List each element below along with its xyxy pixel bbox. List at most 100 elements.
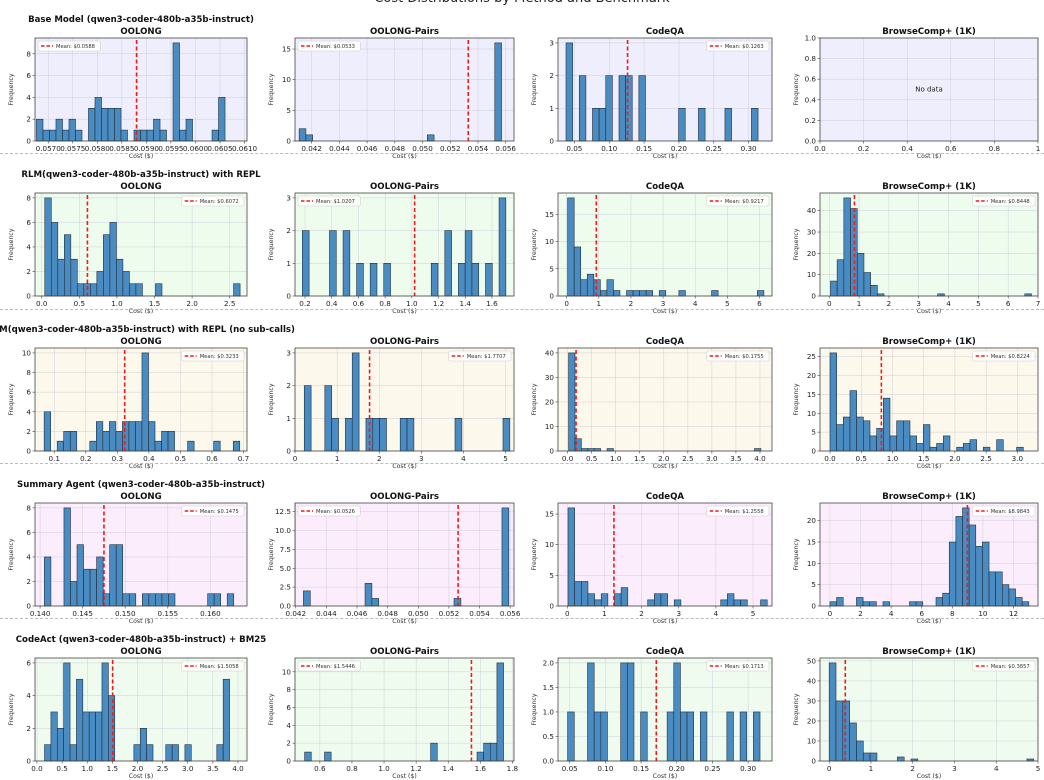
histogram-bar	[935, 597, 943, 607]
histogram-bar	[948, 541, 957, 607]
histogram-bar	[862, 752, 871, 762]
legend-label: Mean: $0.1475	[200, 509, 239, 515]
histogram-bar	[1021, 601, 1030, 607]
histogram-bar	[63, 662, 71, 762]
y-tick-label: 2	[286, 739, 291, 748]
x-tick-label: 0.0580	[85, 144, 111, 153]
plot-background	[295, 658, 514, 761]
histogram-bar	[133, 744, 141, 762]
x-tick-label: 3	[676, 609, 681, 618]
y-tick-label: 15	[807, 390, 816, 399]
legend-box	[181, 660, 245, 672]
x-tick-label: 0.4	[143, 454, 155, 463]
method-title: Base Model (qwen3-coder-480b-a35b-instru…	[28, 15, 254, 25]
legend-label: Mean: $1.5446	[316, 664, 355, 670]
histogram-bar	[915, 601, 924, 607]
histogram-bar	[567, 197, 575, 297]
y-tick-label: 5.0	[280, 564, 292, 573]
histogram-bar	[740, 599, 748, 607]
histogram-panel: 0.0 0.5 1.0 1.5 2.0 2.5 3.0 0 5 10 15 20 25 Cost ($) F…	[783, 310, 1044, 470]
histogram-bar	[969, 439, 977, 452]
y-tick-label: 20	[545, 397, 555, 406]
panel-title: BrowseComp+ (1K)	[882, 182, 976, 192]
x-tick-label: 1	[1036, 144, 1041, 153]
histogram-bar	[383, 263, 391, 297]
panel-title: OOLONG-Pairs	[370, 337, 439, 347]
x-tick-label: 8	[950, 609, 955, 618]
histogram-bar	[942, 592, 950, 607]
histogram-bar	[430, 263, 439, 297]
histogram-bar	[88, 108, 96, 142]
histogram-bar	[216, 744, 224, 762]
histogram-panel: 0.05 0.10 0.15 0.20 0.25 0.30 0.0 0.5 1.0 1.5 2.0 C…	[522, 620, 783, 780]
histogram-bar	[829, 352, 837, 452]
x-tick-label: 0.15	[633, 764, 649, 773]
histogram-bar	[856, 253, 865, 297]
histogram-bar	[399, 418, 408, 452]
x-tick-label: 0.5	[175, 454, 186, 463]
histogram-bar	[115, 544, 124, 607]
histogram-bar	[618, 75, 626, 142]
histogram-bar	[135, 283, 143, 297]
x-tick-label: 0.140	[30, 609, 51, 618]
axes-frame	[294, 347, 515, 452]
histogram-bar	[329, 230, 337, 297]
histogram-bar	[654, 593, 662, 607]
histogram-bar	[565, 42, 573, 142]
x-axis-label: Cost ($)	[129, 153, 154, 160]
histogram-bar	[757, 290, 765, 297]
y-tick-label: 4	[26, 552, 31, 561]
legend-box	[297, 40, 361, 52]
y-tick-label: 10	[807, 270, 817, 279]
legend: Mean: $0.3233	[181, 350, 245, 362]
histogram-panel: 0 2 4 6 8 10 12 0 5 10 15 20 Cost ($) Frequency Browse…	[783, 465, 1044, 625]
x-tick-label: 0.8	[346, 764, 358, 773]
histogram-bar	[613, 290, 621, 297]
plot-background	[295, 503, 514, 606]
histogram-bar	[122, 421, 130, 452]
x-tick-label: 1.5	[107, 764, 118, 773]
histogram-bar	[213, 440, 221, 452]
plot-background	[820, 38, 1038, 141]
histogram-bar	[184, 744, 192, 762]
histogram-bar	[640, 711, 648, 762]
histogram-bar	[464, 230, 473, 297]
x-tick-label: 7	[1036, 299, 1041, 308]
axes-frame	[34, 657, 248, 762]
x-tick-label: 6	[1006, 299, 1011, 308]
x-tick-label: 2	[910, 764, 915, 773]
axes-frame	[819, 347, 1039, 452]
y-axis-label: Frequency	[8, 383, 15, 415]
x-tick-label: 3	[952, 764, 957, 773]
histogram-bar	[62, 129, 70, 142]
x-tick-label: 0.0605	[207, 144, 232, 153]
histogram-bar	[50, 711, 58, 762]
legend-box	[972, 350, 1036, 362]
x-axis-label: Cost ($)	[392, 308, 417, 315]
histogram-panel: 0 1 2 3 4 5 0 5 10 15 Cost ($) Frequency CodeQA Mean:…	[522, 465, 783, 625]
x-tick-label: 2.0	[658, 454, 670, 463]
legend-label: Mean: $1.7707	[467, 354, 506, 360]
y-tick-label: 10	[545, 540, 555, 549]
histogram-bar	[711, 290, 719, 297]
x-tick-label: 0	[293, 454, 298, 463]
legend-box	[972, 195, 1036, 207]
histogram-bar	[109, 421, 117, 452]
histogram-panel: 0.05 0.10 0.15 0.20 0.25 0.30 0 1 2 3 Cost ($) Freq…	[522, 0, 783, 160]
x-tick-label: 3.0	[1012, 454, 1024, 463]
x-tick-label: 6	[757, 299, 762, 308]
x-tick-label: 0.052	[439, 609, 460, 618]
histogram-bar	[658, 290, 667, 297]
histogram-bar	[213, 593, 221, 607]
histogram-bar	[172, 42, 180, 142]
x-tick-label: 0.155	[158, 609, 179, 618]
histogram-bar	[69, 431, 78, 452]
histogram-bar	[573, 246, 582, 297]
histogram-bar	[101, 662, 109, 762]
x-tick-label: 0.5	[586, 454, 597, 463]
legend-label: Mean: $0.0533	[316, 44, 355, 50]
x-tick-label: 0.056	[500, 609, 521, 618]
x-tick-label: 0.8	[379, 299, 391, 308]
legend-box	[181, 195, 245, 207]
histogram-bar	[161, 431, 169, 452]
